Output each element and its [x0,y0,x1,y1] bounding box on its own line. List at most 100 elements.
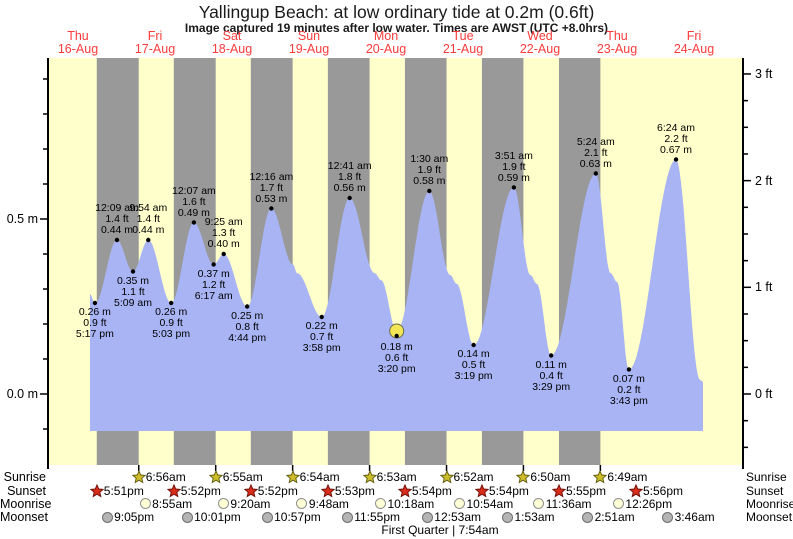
moonrise-row-label-left: Moonrise [0,496,52,511]
tide-label-line: 0.67 m [659,143,693,156]
sunrise-time: 6:53am [376,470,417,484]
tide-label-line: 0.9 ft [83,317,107,329]
tide-label-line: 3:20 pm [377,363,416,375]
tide-point-dot [471,342,476,348]
tide-high-label: 1:30 am 1.9 ft 0.58 m [393,154,465,187]
right-axis-label: 0 ft [755,387,773,401]
tide-label-line: 0.63 m [579,157,612,170]
sunset-icon [243,483,258,498]
tide-high-label: 5:24 am 2.1 ft 0.63 m [560,135,632,170]
sunset-star-glyph [552,483,566,498]
moonset-icon [582,511,594,523]
moonrise-time: 10:18am [387,496,435,511]
tide-high-label: 12:41 am 1.8 ft 0.56 m [314,161,386,194]
day-label: Wed 22-Aug [502,30,578,56]
sunrise-icon [439,470,454,484]
tide-low-label: 0.26 m 0.9 ft 5:03 pm [135,307,207,340]
tide-point-dot [673,157,679,162]
right-axis-label: 2 ft [755,173,773,188]
tide-label-line: 1.4 ft [136,213,160,225]
tide-point-dot [394,333,399,339]
sunrise-icon [516,470,531,484]
tide-label-line: 0.58 m [413,175,446,187]
sunrise-icon [593,470,608,484]
tide-label-line: 0.40 m [207,238,240,250]
day-label: Mon 20-Aug [348,30,424,56]
tide-label-line: 4:44 pm [228,331,267,344]
sunset-icon [166,483,181,498]
tide-area [90,159,703,431]
tide-label-line: 0.6 ft [385,352,409,364]
right-axis-label: 3 ft [755,67,773,81]
moonset-icon [181,511,193,523]
tide-label-line: 0.26 m [155,306,188,318]
tide-label-line: 5:24 am [576,135,615,148]
sunrise-row-label-right: Sunrise [746,470,787,484]
right-axis-label: 1 ft [755,280,773,295]
day-label: Thu 16-Aug [40,30,116,56]
tide-label-line: 0.44 m [132,224,165,236]
tide-low-label: 0.37 m 1.2 ft 6:17 am [178,267,250,302]
moonset-icon [341,511,353,523]
tide-label-line: 3:51 am [494,149,533,162]
sunrise-star-glyph [285,470,300,484]
moonset-icon [502,511,513,523]
day-name: Wed [527,29,553,43]
tide-label-line: 0.5 ft [461,359,486,371]
left-axis-label: 0.5 m [6,212,38,226]
moonrise-icon [217,498,229,509]
tide-point-dot [221,251,226,257]
moonset-time: 1:53am [514,510,555,524]
sunset-time: 5:53pm [334,483,375,498]
sunset-icon [552,483,566,498]
moonset-row-label-right: Moonset [746,510,793,524]
page-title: Yallingup Beach: at low ordinary tide at… [198,2,595,22]
sunset-time: 5:54pm [411,483,452,498]
tide-label-line: 0.9 ft [159,317,183,329]
moonrise-time: 12:26pm [625,496,673,511]
tide-high-label: 9:54 am 1.4 ft 0.44 m [112,203,184,236]
tide-label-line: 0.56 m [333,182,366,194]
tide-label-line: 0.2 ft [617,383,641,396]
tide-label-line: 1.3 ft [212,227,236,239]
day-date: 21-Aug [442,42,484,56]
sunrise-time: 6:56am [145,470,186,484]
sunset-time: 5:52pm [180,483,221,498]
tide-label-line: 5:09 am [114,296,152,309]
moonrise-icon [296,498,308,509]
day-date: 17-Aug [134,42,176,56]
tide-high-label: 12:16 am 1.7 ft 0.53 m [235,170,307,205]
tide-label-line: 0.11 m [535,358,567,371]
sunset-star-glyph [474,483,489,498]
tide-point-dot [269,206,274,211]
sunset-star-glyph [243,483,258,498]
day-date: 23-Aug [596,42,638,56]
sunrise-icon [131,470,146,484]
tide-label-line: 6:17 am [194,289,233,302]
sunrise-row-label-left: Sunrise [3,470,46,484]
day-date: 16-Aug [57,42,99,56]
day-label: Sun 19-Aug [271,30,347,56]
day-label: Fri 24-Aug [656,30,732,56]
tide-label-line: 0.37 m [197,267,230,280]
sunrise-time: 6:54am [299,470,340,484]
moonset-time: 10:01pm [194,510,241,524]
tide-label-line: 3:43 pm [609,394,648,407]
tide-label-line: 5:17 pm [75,328,114,340]
sunrise-icon [208,470,223,484]
day-name: Sat [222,29,242,43]
tide-point-dot [92,300,98,306]
sunrise-time: 6:50am [530,470,571,484]
tide-high-label: 3:51 am 1.9 ft 0.59 m [478,149,550,184]
moonset-time: 3:46am [674,510,715,524]
tide-low-label: 0.14 m 0.5 ft 3:19 pm [438,349,510,382]
moonset-time: 11:55pm [354,510,400,524]
day-date: 20-Aug [365,42,407,56]
moonrise-time: 11:36am [545,496,592,511]
tide-label-line: 0.53 m [255,192,288,205]
tide-label-line: 12:16 am [249,170,294,183]
tide-point-dot [130,269,136,274]
tide-label-line: 0.22 m [305,320,338,332]
